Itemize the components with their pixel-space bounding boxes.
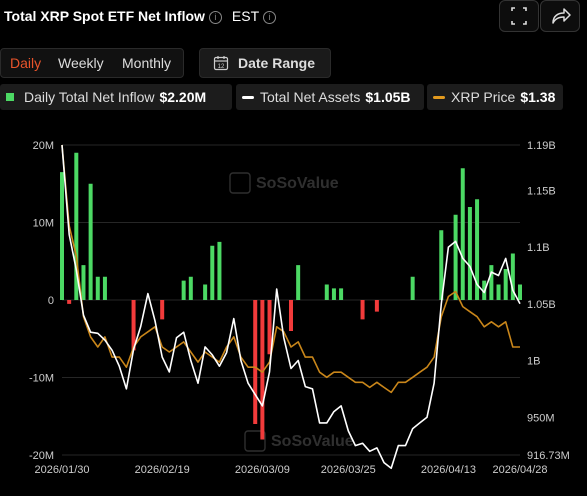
bar[interactable] [296,265,301,300]
legend-label-assets: Total Net Assets [260,89,361,105]
y-tick-label-left: -10M [29,373,54,385]
watermark: SoSoValue [229,172,339,194]
bar[interactable] [339,288,344,300]
bar[interactable] [188,276,193,300]
bar[interactable] [467,207,472,300]
legend-swatch-assets [242,96,254,99]
x-tick-label: 2026/03/25 [321,464,376,476]
bar[interactable] [181,280,186,300]
svg-text:12: 12 [218,64,225,70]
y-tick-label-right: 1.15B [527,185,556,197]
bar[interactable] [360,300,365,320]
bar[interactable] [410,276,415,300]
x-tick-label: 2026/04/13 [421,464,476,476]
legend-value-inflow: $2.20M [159,89,207,105]
bar[interactable] [439,230,444,300]
legend-xrp-price[interactable]: XRP Price $1.38 [427,84,563,110]
legend-value-price: $1.38 [520,89,556,105]
tab-monthly[interactable]: Monthly [122,55,172,71]
bar[interactable] [67,300,72,304]
fullscreen-icon [511,7,527,25]
x-tick-label: 2026/04/28 [492,464,547,476]
info-icon[interactable]: i [208,11,222,24]
page-title: Total XRP Spot ETF Net Inflow i EST i [4,8,277,24]
bar[interactable] [267,300,272,355]
bar[interactable] [131,300,136,351]
share-button[interactable] [540,0,580,32]
period-tabs: Daily Weekly Monthly [0,48,184,78]
inflow-chart[interactable]: SoSoValue SoSoValue 20M 10M 0 -10M -20M 1.19B 1… [0,135,587,496]
bar[interactable] [324,284,329,301]
y-tick-label-left: 10M [33,218,54,230]
legend-label-inflow: Daily Total Net Inflow [24,89,155,105]
y-tick-label-right: 916.73M [527,450,570,462]
bar[interactable] [331,288,336,300]
bar[interactable] [496,284,501,301]
legend-swatch-inflow [6,93,14,101]
y-tick-label-right: 1.1B [527,242,550,254]
bar[interactable] [60,172,64,300]
bar[interactable] [210,245,215,300]
date-range-label: Date Range [238,55,316,71]
y-tick-label-right: 1.19B [527,140,556,152]
legend-daily-inflow[interactable]: Daily Total Net Inflow $2.20M [0,84,232,110]
watermark: SoSoValue [244,430,354,452]
bar[interactable] [374,300,379,312]
svg-text:SoSoValue: SoSoValue [271,433,354,450]
tab-weekly[interactable]: Weekly [58,55,104,71]
y-tick-label-right: 950M [527,412,555,424]
y-tick-label-left: 20M [33,140,54,152]
fullscreen-button[interactable] [499,0,539,32]
bar[interactable] [88,183,93,300]
y-tick-label-right: 1.05B [527,299,556,311]
legend-label-price: XRP Price [451,89,516,105]
bar[interactable] [518,284,522,301]
legend-swatch-price [433,96,445,99]
bar[interactable] [203,284,208,301]
title-text: Total XRP Spot ETF Net Inflow [4,8,205,24]
bar[interactable] [489,265,494,300]
bar[interactable] [160,300,165,320]
timezone-info-icon[interactable]: i [263,11,277,24]
timezone-label: EST [231,8,260,24]
bar[interactable] [289,300,293,331]
share-icon [552,8,571,24]
svg-text:SoSoValue: SoSoValue [256,175,339,192]
xrp-price-line[interactable] [61,144,520,394]
y-tick-label-left: -20M [29,450,54,462]
total-net-assets-line[interactable] [61,144,521,470]
bar[interactable] [253,300,258,424]
bar[interactable] [102,276,107,300]
tab-daily[interactable]: Daily [10,55,42,71]
calendar-icon: 12 [213,56,229,71]
bar[interactable] [95,276,100,300]
legend-value-assets: $1.05B [365,89,411,105]
bar[interactable] [453,214,458,300]
bar[interactable] [475,199,480,300]
bar[interactable] [460,168,465,300]
bar[interactable] [503,269,508,300]
x-tick-label: 2026/03/09 [235,464,290,476]
x-tick-label: 2026/01/30 [34,464,89,476]
bar[interactable] [74,152,79,300]
bar[interactable] [217,241,222,300]
bar[interactable] [260,300,265,440]
y-tick-label-right: 1B [527,356,540,368]
y-tick-label-left: 0 [48,295,54,307]
bar[interactable] [510,253,515,301]
x-tick-label: 2026/02/19 [135,464,190,476]
legend-total-assets[interactable]: Total Net Assets $1.05B [236,84,424,110]
date-range-button[interactable]: 12 Date Range [199,48,331,78]
bar[interactable] [81,265,86,300]
